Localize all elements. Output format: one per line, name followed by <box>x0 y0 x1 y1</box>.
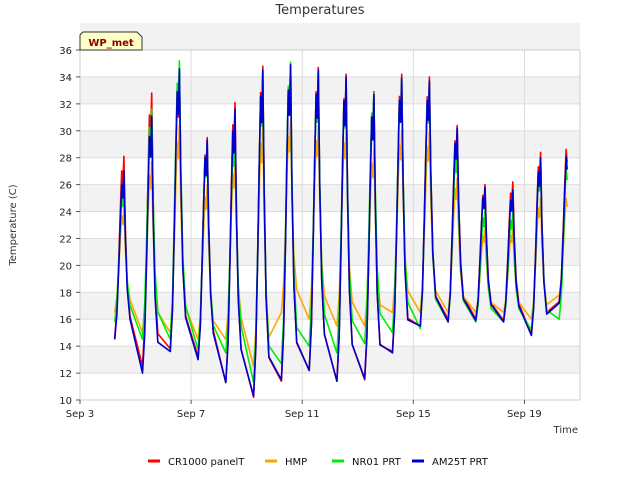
legend-label: AM25T PRT <box>432 457 489 468</box>
y-tick-label: 12 <box>59 369 72 380</box>
y-axis-ticks: 10 12 14 16 18 20 22 24 26 28 30 32 34 36 <box>59 46 80 407</box>
y-tick-label: 30 <box>59 127 72 138</box>
legend: CR1000 panelT HMP NR01 PRT AM25T PRT <box>148 457 489 468</box>
y-tick-label: 28 <box>59 154 72 165</box>
chart-title: Temperatures <box>274 3 364 18</box>
y-tick-label: 24 <box>59 208 72 219</box>
y-tick-label: 18 <box>59 288 72 299</box>
series-line <box>113 64 568 397</box>
y-tick-label: 34 <box>59 73 72 84</box>
plot-background <box>80 23 580 400</box>
x-tick-label: Sep 15 <box>396 409 431 420</box>
legend-label: NR01 PRT <box>352 457 402 468</box>
grid-band <box>80 238 580 266</box>
x-tick-label: Sep 19 <box>507 409 542 420</box>
x-tick-label: Sep 7 <box>177 409 205 420</box>
x-axis-ticks: Sep 3 Sep 7 Sep 11 Sep 15 Sep 19 <box>66 400 542 420</box>
x-tick-label: Sep 3 <box>66 409 94 420</box>
grid-band <box>80 184 580 212</box>
y-tick-label: 14 <box>59 342 72 353</box>
station-tag-label: WP_met <box>88 38 134 49</box>
grid-band <box>80 346 580 374</box>
grid-band <box>80 76 580 104</box>
x-axis-label: Time <box>553 425 578 436</box>
y-tick-label: 20 <box>59 261 72 272</box>
y-tick-label: 26 <box>59 181 72 192</box>
y-tick-label: 16 <box>59 315 72 326</box>
station-tag: WP_met <box>79 31 143 51</box>
y-tick-label: 10 <box>59 396 72 407</box>
plot-frame <box>79 49 581 401</box>
y-tick-label: 36 <box>59 46 72 57</box>
grid-band <box>80 130 580 158</box>
x-tick-label: Sep 11 <box>285 409 320 420</box>
plot-area <box>80 50 580 400</box>
legend-label: HMP <box>285 457 307 468</box>
series-lines <box>113 60 568 399</box>
y-tick-label: 32 <box>59 100 72 111</box>
y-axis-label: Temperature (C) <box>8 184 19 266</box>
grid-band <box>80 23 580 50</box>
legend-label: CR1000 panelT <box>168 457 245 468</box>
y-tick-label: 22 <box>59 234 72 245</box>
